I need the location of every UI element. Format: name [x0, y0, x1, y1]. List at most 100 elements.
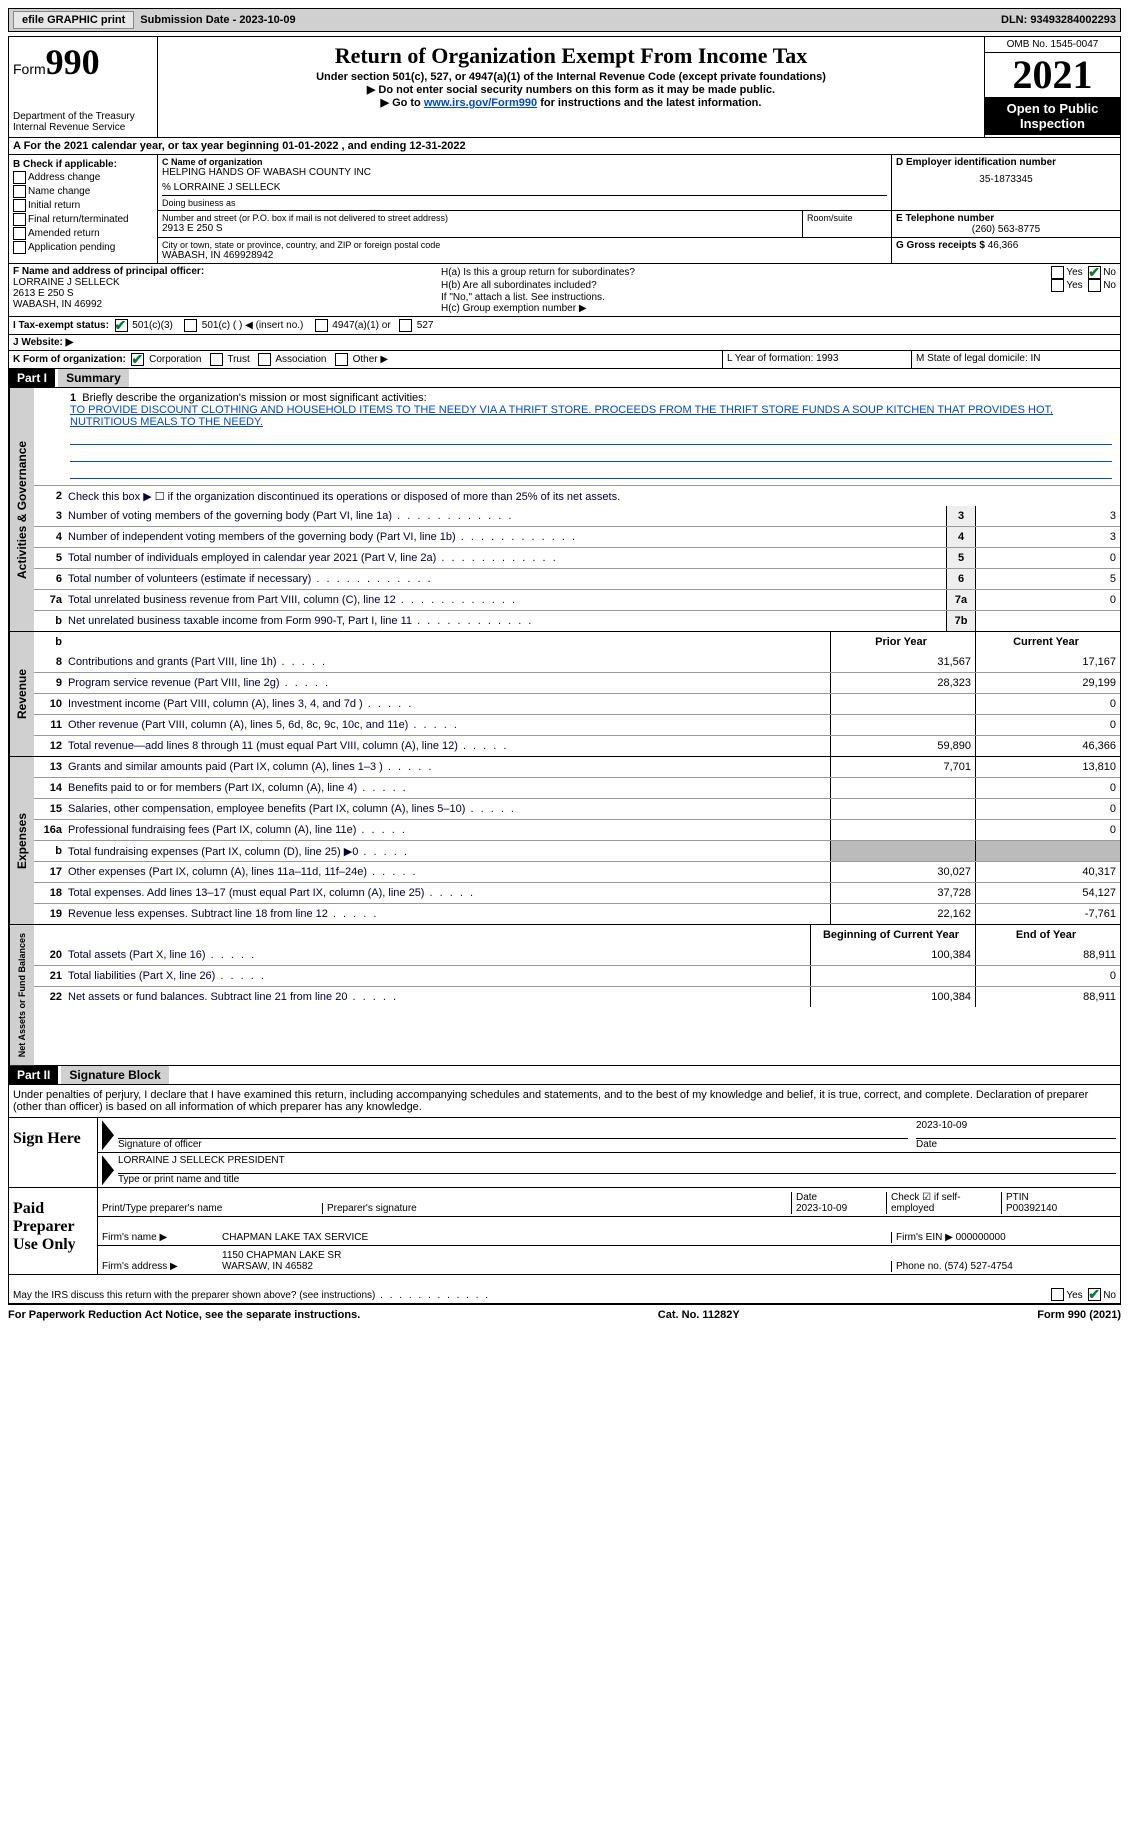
vtab-revenue: Revenue: [9, 632, 34, 756]
cb-other[interactable]: [335, 353, 348, 366]
summary-line: 15Salaries, other compensation, employee…: [34, 798, 1120, 819]
form-subtitle-2: ▶ Do not enter social security numbers o…: [162, 83, 980, 96]
pra-notice: For Paperwork Reduction Act Notice, see …: [8, 1309, 360, 1321]
mission-text: TO PROVIDE DISCOUNT CLOTHING AND HOUSEHO…: [70, 404, 1112, 428]
vtab-ag: Activities & Governance: [9, 388, 34, 631]
cb-4947[interactable]: [315, 319, 328, 332]
form-header: Form990 Department of the Treasury Inter…: [8, 36, 1121, 138]
activities-governance: Activities & Governance 1 Briefly descri…: [8, 388, 1121, 632]
submission-date: Submission Date - 2023-10-09: [140, 14, 1001, 26]
summary-line: bTotal fundraising expenses (Part IX, co…: [34, 840, 1120, 861]
summary-line: 5Total number of individuals employed in…: [34, 547, 1120, 568]
irs-label: Internal Revenue Service: [13, 122, 153, 133]
part1-header-row: Part I Summary: [8, 369, 1121, 388]
summary-line: 20Total assets (Part X, line 16)100,3848…: [34, 945, 1120, 965]
ha-no[interactable]: [1088, 266, 1101, 279]
summary-line: 7aTotal unrelated business revenue from …: [34, 589, 1120, 610]
firm-phone: (574) 527-4754: [944, 1261, 1012, 1272]
cb-501c[interactable]: [184, 319, 197, 332]
summary-line: 9Program service revenue (Part VIII, lin…: [34, 672, 1120, 693]
cb-trust[interactable]: [210, 353, 223, 366]
cb-501c3[interactable]: [115, 319, 128, 332]
box-f: F Name and address of principal officer:…: [9, 264, 437, 316]
form-subtitle-3: ▶ Go to www.irs.gov/Form990 for instruct…: [162, 96, 980, 109]
cb-527[interactable]: [399, 319, 412, 332]
summary-line: bNet unrelated business taxable income f…: [34, 610, 1120, 631]
paid-preparer-label: Paid Preparer Use Only: [9, 1188, 97, 1274]
self-employed-check[interactable]: Check ☑ if self-employed: [886, 1192, 1001, 1214]
cb-initial-return[interactable]: Initial return: [13, 199, 153, 212]
sig-date: 2023-10-09: [916, 1120, 1116, 1139]
discuss-no[interactable]: [1088, 1288, 1101, 1301]
box-c-street: Number and street (or P.O. box if mail i…: [158, 211, 802, 237]
summary-line: 16aProfessional fundraising fees (Part I…: [34, 819, 1120, 840]
care-of: % LORRAINE J SELLECK: [162, 182, 887, 193]
box-c-city: City or town, state or province, country…: [158, 238, 891, 263]
summary-line: 3Number of voting members of the governi…: [34, 506, 1120, 526]
form-ref: Form 990 (2021): [1037, 1309, 1121, 1321]
summary-line: 22Net assets or fund balances. Subtract …: [34, 986, 1120, 1007]
box-d: D Employer identification number 35-1873…: [891, 155, 1120, 210]
part2-header-row: Part II Signature Block: [8, 1066, 1121, 1085]
box-l: L Year of formation: 1993: [722, 351, 911, 368]
summary-line: 12Total revenue—add lines 8 through 11 (…: [34, 735, 1120, 756]
net-assets-section: Net Assets or Fund Balances Beginning of…: [8, 925, 1121, 1066]
summary-line: 14Benefits paid to or for members (Part …: [34, 777, 1120, 798]
tax-status-row: I Tax-exempt status: 501(c)(3) 501(c) ( …: [8, 317, 1121, 335]
summary-line: 17Other expenses (Part IX, column (A), l…: [34, 861, 1120, 882]
summary-line: 13Grants and similar amounts paid (Part …: [34, 757, 1120, 777]
summary-line: 18Total expenses. Add lines 13–17 (must …: [34, 882, 1120, 903]
officer-block: F Name and address of principal officer:…: [8, 264, 1121, 317]
summary-line: 6Total number of volunteers (estimate if…: [34, 568, 1120, 589]
part1-header: Part I: [9, 369, 55, 387]
form990-link[interactable]: www.irs.gov/Form990: [424, 97, 537, 109]
cb-final-return[interactable]: Final return/terminated: [13, 213, 153, 226]
cb-address-change[interactable]: Address change: [13, 171, 153, 184]
dept-treasury: Department of the Treasury: [13, 111, 153, 122]
discuss-yes[interactable]: [1051, 1288, 1064, 1301]
arrow-icon: [102, 1120, 114, 1150]
summary-line: 4Number of independent voting members of…: [34, 526, 1120, 547]
sign-here-label: Sign Here: [9, 1118, 97, 1187]
section-a: A For the 2021 calendar year, or tax yea…: [8, 138, 1121, 155]
efile-print-button[interactable]: efile GRAPHIC print: [13, 11, 134, 29]
box-e: E Telephone number (260) 563-8775: [891, 211, 1120, 237]
omb-number: OMB No. 1545-0047: [985, 37, 1120, 53]
ein: 35-1873345: [896, 174, 1116, 185]
page-footer: For Paperwork Reduction Act Notice, see …: [8, 1304, 1121, 1325]
box-c: C Name of organization HELPING HANDS OF …: [158, 155, 891, 210]
cb-name-change[interactable]: Name change: [13, 185, 153, 198]
box-g: G Gross receipts $ 46,366: [891, 238, 1120, 263]
summary-line: 21Total liabilities (Part X, line 26)0: [34, 965, 1120, 986]
top-bar: efile GRAPHIC print Submission Date - 20…: [8, 8, 1121, 32]
cat-no: Cat. No. 11282Y: [658, 1309, 740, 1321]
gross-receipts: 46,366: [988, 240, 1019, 251]
part2-title: Signature Block: [61, 1066, 168, 1084]
website-row: J Website: ▶: [8, 335, 1121, 351]
expenses-section: Expenses 13Grants and similar amounts pa…: [8, 757, 1121, 925]
hb-yes[interactable]: [1051, 279, 1064, 292]
form-subtitle-1: Under section 501(c), 527, or 4947(a)(1)…: [162, 71, 980, 83]
officer-name-title: LORRAINE J SELLECK PRESIDENT: [118, 1155, 1116, 1174]
box-b: B Check if applicable: Address change Na…: [9, 155, 158, 263]
arrow-icon: [102, 1155, 114, 1185]
cb-assoc[interactable]: [258, 353, 271, 366]
part1-title: Summary: [58, 369, 129, 387]
part2-header: Part II: [9, 1066, 58, 1084]
summary-line: 11Other revenue (Part VIII, column (A), …: [34, 714, 1120, 735]
vtab-expenses: Expenses: [9, 757, 34, 924]
form-number: Form990: [13, 41, 153, 83]
revenue-section: Revenue b Prior Year Current Year 8Contr…: [8, 632, 1121, 757]
summary-line: 19Revenue less expenses. Subtract line 1…: [34, 903, 1120, 924]
cb-corp[interactable]: [131, 353, 144, 366]
cb-application-pending[interactable]: Application pending: [13, 241, 153, 254]
ptin: P00392140: [1006, 1203, 1057, 1214]
box-m: M State of legal domicile: IN: [911, 351, 1120, 368]
entity-block: B Check if applicable: Address change Na…: [8, 155, 1121, 264]
hb-no[interactable]: [1088, 279, 1101, 292]
form-title: Return of Organization Exempt From Incom…: [162, 43, 980, 69]
tax-year: 2021: [985, 53, 1120, 97]
ha-yes[interactable]: [1051, 266, 1064, 279]
perjury-declaration: Under penalties of perjury, I declare th…: [9, 1085, 1120, 1118]
cb-amended[interactable]: Amended return: [13, 227, 153, 240]
